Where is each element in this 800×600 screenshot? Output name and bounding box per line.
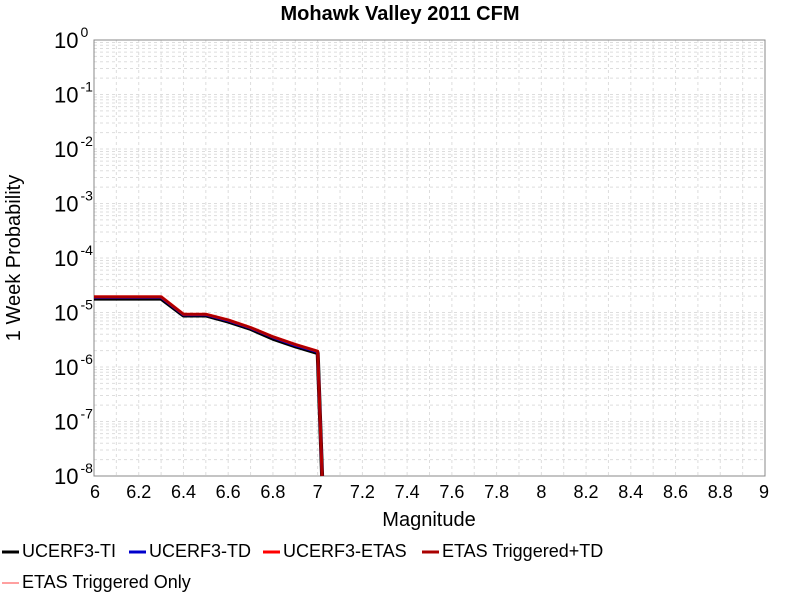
x-tick-label: 6.4 bbox=[171, 482, 196, 502]
y-tick-label: 10 -4 bbox=[54, 242, 93, 271]
y-tick-label: 10 -2 bbox=[54, 133, 93, 162]
x-tick-label: 6.2 bbox=[126, 482, 151, 502]
series-line-1 bbox=[94, 296, 325, 477]
legend-label-2: UCERF3-TD bbox=[149, 541, 251, 561]
y-tick-label: 10 -1 bbox=[54, 79, 93, 108]
legend-label-4: ETAS Triggered+TD bbox=[442, 541, 603, 561]
x-tick-label: 8 bbox=[536, 482, 546, 502]
series-lines bbox=[94, 295, 325, 477]
x-tick-label: 6.8 bbox=[260, 482, 285, 502]
x-tick-label: 7 bbox=[313, 482, 323, 502]
y-axis-label: 1 Week Probability bbox=[3, 175, 25, 341]
legend-label-1: UCERF3-TI bbox=[22, 541, 116, 561]
grid bbox=[93, 39, 766, 477]
x-tick-label: 7.8 bbox=[484, 482, 509, 502]
legend: UCERF3-TI UCERF3-TD UCERF3-ETAS ETAS Trigge… bbox=[2, 541, 603, 592]
legend-label-3: UCERF3-ETAS bbox=[283, 541, 407, 561]
y-tick-label: 10 -7 bbox=[54, 406, 93, 435]
x-axis-label: Magnitude bbox=[382, 509, 475, 531]
y-tick-label: 10 -5 bbox=[54, 297, 93, 326]
y-tick-label: 10 -8 bbox=[54, 460, 93, 489]
x-tick-label: 7.4 bbox=[395, 482, 420, 502]
x-ticks: 6 6.2 6.4 6.6 6.8 7 7.2 7.4 7.6 7.8 8 8.2 8.4 8.6 8.8 9 bbox=[90, 482, 769, 502]
x-tick-label: 6 bbox=[90, 482, 100, 502]
x-tick-label: 7.6 bbox=[439, 482, 464, 502]
x-tick-label: 8.6 bbox=[663, 482, 688, 502]
x-tick-label: 8.8 bbox=[708, 482, 733, 502]
x-tick-label: 8.4 bbox=[618, 482, 643, 502]
x-tick-label: 6.6 bbox=[216, 482, 241, 502]
plot-area-border bbox=[93, 39, 766, 477]
legend-label-5: ETAS Triggered Only bbox=[22, 572, 191, 592]
series-line-4 bbox=[94, 295, 324, 477]
y-tick-label: 10 0 bbox=[54, 24, 88, 53]
y-tick-label: 10 -3 bbox=[54, 188, 93, 217]
series-line-3 bbox=[94, 295, 324, 477]
x-tick-label: 7.2 bbox=[350, 482, 375, 502]
chart-title: Mohawk Valley 2011 CFM bbox=[281, 3, 520, 25]
x-tick-label: 9 bbox=[759, 482, 769, 502]
x-tick-label: 8.2 bbox=[574, 482, 599, 502]
y-tick-label: 10 -6 bbox=[54, 351, 93, 380]
